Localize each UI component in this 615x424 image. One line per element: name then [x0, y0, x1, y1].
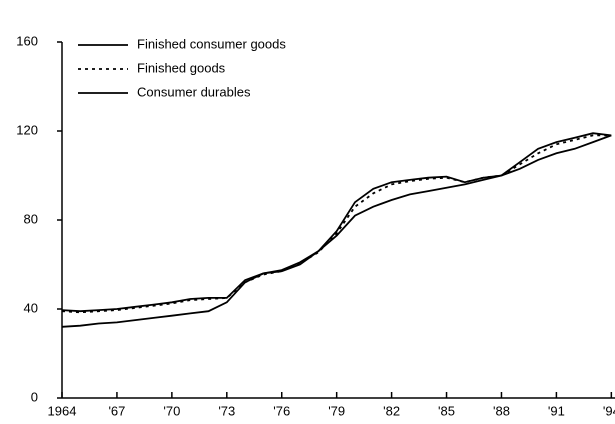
series-line: [61, 134, 612, 328]
x-tick-label: '91: [548, 403, 565, 418]
legend-label: Finished goods: [137, 60, 226, 75]
y-tick-label: 0: [31, 389, 38, 404]
x-tick-label: '79: [328, 403, 345, 418]
y-tick-label: 80: [24, 211, 38, 226]
y-tick-label: 40: [24, 300, 38, 315]
y-tick-label: 160: [16, 33, 38, 48]
legend-label: Finished consumer goods: [137, 36, 286, 51]
x-tick-label: '88: [493, 403, 510, 418]
x-tick-label: 1964: [48, 403, 77, 418]
series-line: [61, 134, 612, 314]
x-tick-label: '85: [438, 403, 455, 418]
x-tick-label: '70: [163, 403, 180, 418]
x-tick-label: '76: [273, 403, 290, 418]
x-tick-label: '82: [383, 403, 400, 418]
x-tick-label: '73: [218, 403, 235, 418]
y-tick-label: 120: [16, 122, 38, 137]
series-line: [61, 132, 612, 313]
x-tick-label: '67: [108, 403, 125, 418]
x-tick-label: '94: [603, 403, 615, 418]
legend-label: Consumer durables: [137, 84, 251, 99]
